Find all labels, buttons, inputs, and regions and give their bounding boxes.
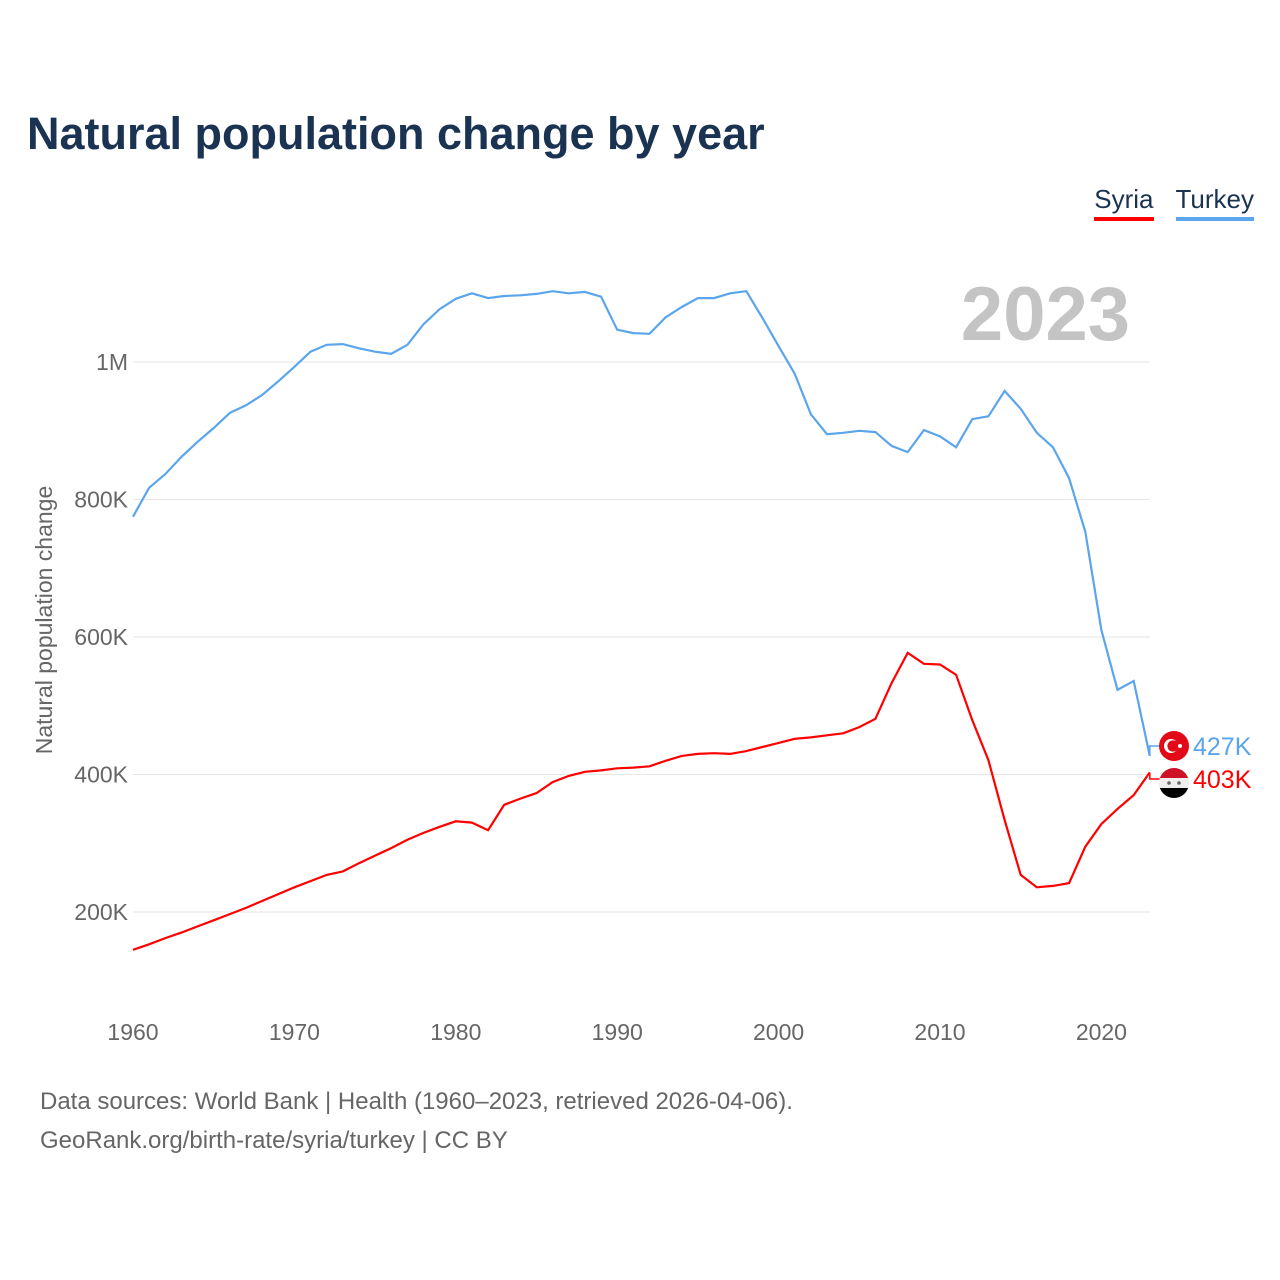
series-line-turkey (132, 290, 1151, 757)
legend-turkey[interactable]: Turkey (1175, 184, 1254, 221)
end-connector (1149, 745, 1160, 756)
y-tick-label: 600K (74, 624, 128, 650)
y-tick-label: 200K (74, 899, 128, 925)
series-line-syria (132, 651, 1151, 951)
x-tick-label: 1990 (592, 1019, 643, 1045)
x-tick-label: 2010 (914, 1019, 965, 1045)
x-tick-label: 1960 (107, 1019, 158, 1045)
y-tick-label: 1M (96, 349, 128, 375)
x-tick-label: 2020 (1076, 1019, 1127, 1045)
x-tick-label: 2000 (753, 1019, 804, 1045)
end-value-label-syria: 403K (1193, 766, 1252, 794)
y-axis-label: Natural population change (31, 486, 57, 755)
y-tick-label: 400K (74, 762, 128, 788)
legend: Syria Turkey (1094, 184, 1254, 221)
source-line-2[interactable]: GeoRank.org/birth-rate/syria/turkey | CC… (40, 1127, 508, 1154)
chart-title: Natural population change by year (27, 108, 765, 159)
source-line-1: Data sources: World Bank | Health (1960–… (40, 1088, 793, 1115)
x-tick-label: 1980 (430, 1019, 481, 1045)
turkey-flag-icon (1159, 731, 1189, 761)
year-watermark: 2023 (961, 272, 1130, 357)
syria-flag-icon (1159, 768, 1189, 798)
end-value-label-turkey: 427K (1193, 733, 1252, 761)
end-connector (1149, 772, 1160, 780)
x-tick-label: 1970 (269, 1019, 320, 1045)
y-tick-label: 800K (74, 487, 128, 513)
legend-syria[interactable]: Syria (1094, 184, 1154, 221)
